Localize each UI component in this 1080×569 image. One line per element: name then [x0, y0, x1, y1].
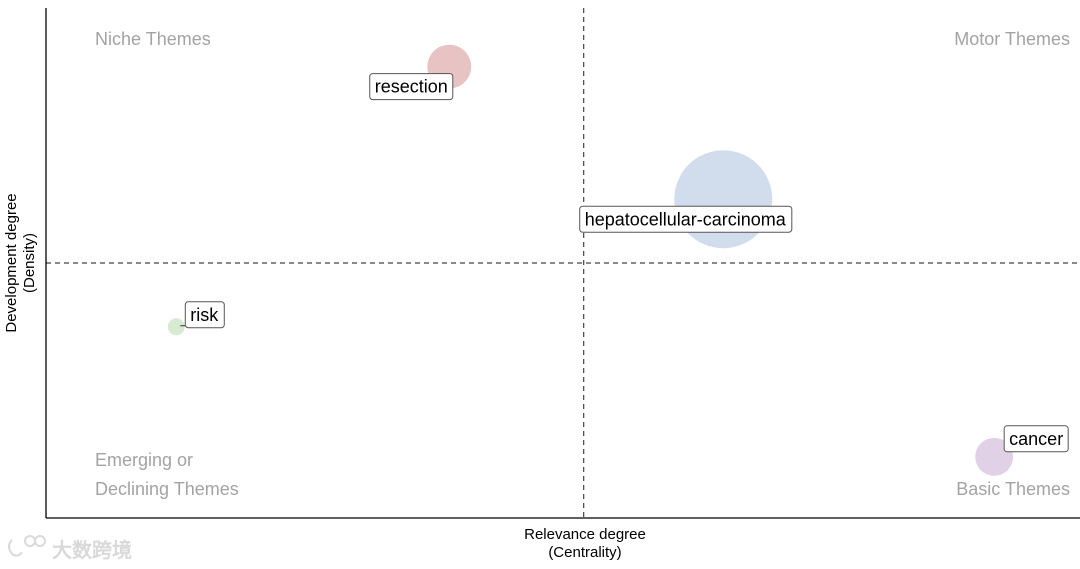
watermark-text: 大数跨境 — [52, 538, 132, 562]
label-layer: resection hepatocellular-carcinoma risk can… — [180, 73, 1069, 453]
bubble-label-risk: risk — [184, 301, 225, 329]
quadrant-label-motor: Motor Themes — [954, 29, 1070, 49]
bubble-label-box — [369, 73, 454, 101]
watermark-logo-icon — [8, 535, 46, 557]
bubble-label-box — [1003, 425, 1069, 453]
bubble-label-hepatocellular-carcinoma: hepatocellular-carcinoma — [579, 205, 793, 233]
watermark: 大数跨境 — [8, 535, 132, 562]
x-axis-title-line1: Relevance degree — [524, 526, 646, 543]
bubble-label-box — [184, 301, 225, 329]
y-axis-title-line1: Development degree — [3, 193, 20, 332]
quadrant-label-emerging-line1: Emerging or — [95, 450, 193, 470]
bubble-label-text: risk — [190, 305, 219, 325]
bubble-label-cancer: cancer — [1003, 425, 1069, 453]
bubble-label-box — [579, 205, 793, 233]
bubble-label-text: resection — [375, 77, 448, 97]
bubble-label-text: cancer — [1009, 429, 1063, 449]
y-axis-title-line2: (Density) — [21, 233, 38, 293]
quadrant-label-niche: Niche Themes — [95, 29, 211, 49]
bubble-label-resection: resection — [369, 73, 454, 101]
bubble-hepatocellular-carcinoma — [674, 150, 773, 249]
quadrant-label-basic: Basic Themes — [956, 479, 1070, 499]
x-axis-title-line2: (Centrality) — [548, 544, 621, 561]
bubble-layer — [167, 44, 1014, 476]
bubble-label-text: hepatocellular-carcinoma — [585, 209, 787, 229]
quadrant-label-emerging-line2: Declining Themes — [95, 479, 239, 499]
bubble-risk — [167, 318, 185, 336]
